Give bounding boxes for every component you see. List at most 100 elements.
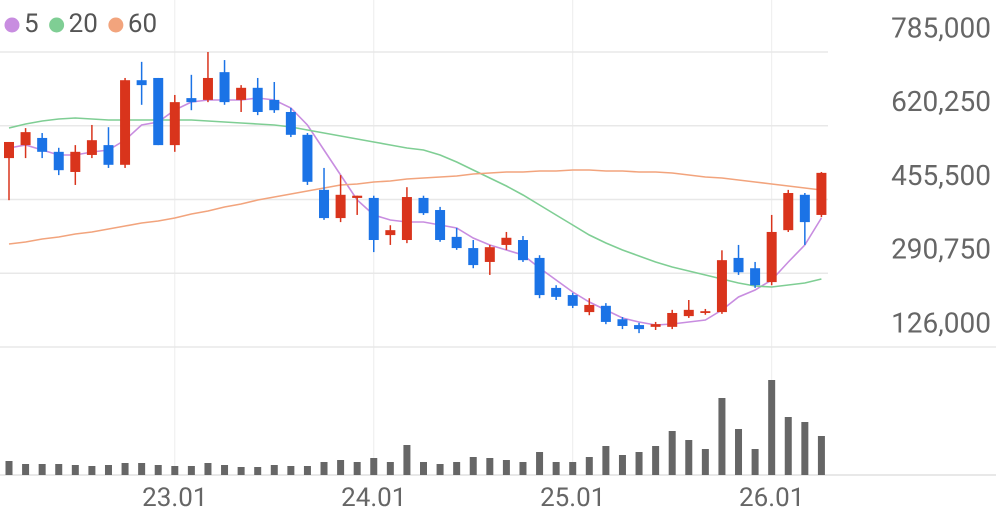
volume-bar [486, 458, 494, 475]
candle-body [70, 151, 81, 172]
candle-body [617, 319, 628, 326]
ma-line [8, 117, 822, 288]
volume-bar [386, 462, 394, 475]
ma-line [8, 169, 822, 245]
candle-body [683, 309, 694, 317]
legend-label: 5 [24, 9, 39, 39]
volume-bar [353, 462, 361, 475]
volume-bar [602, 446, 610, 475]
y-tick-label: 126,000 [891, 306, 991, 339]
volume-bar [254, 467, 262, 475]
volume-bar [751, 449, 759, 475]
volume-bar [420, 462, 427, 475]
x-tick-label: 24.01 [341, 483, 406, 513]
volume-bar [5, 461, 13, 475]
candle-body [551, 287, 562, 297]
y-tick-label: 290,750 [891, 233, 991, 266]
volume-bar [668, 431, 676, 475]
candle-body [37, 137, 48, 152]
volume-bar [817, 436, 825, 475]
volume-bar [71, 465, 79, 475]
volume-bar [303, 466, 311, 475]
volume-bar [22, 464, 30, 475]
candle-body [269, 99, 280, 111]
volume-bar [204, 463, 212, 475]
x-tick-label: 23.01 [142, 483, 207, 513]
candle-body [401, 197, 412, 241]
candle-body [236, 87, 247, 100]
candle-body [650, 324, 661, 327]
candle-body [20, 132, 31, 146]
candle-body [335, 194, 346, 219]
volume-bar [569, 462, 577, 475]
volume-bar [287, 466, 295, 475]
candle-body [584, 304, 595, 313]
volume-bar [237, 467, 245, 475]
volume-bar [536, 452, 544, 475]
volume-bar [618, 455, 626, 475]
candle-body [733, 257, 744, 273]
candle-body [667, 312, 678, 327]
ma-line [8, 97, 823, 326]
volume-bar [221, 465, 229, 475]
legend-marker [49, 17, 65, 33]
y-tick-label: 785,000 [891, 11, 991, 44]
candle-body [600, 305, 611, 322]
volume-bar [38, 464, 46, 475]
volume-bar [171, 466, 179, 475]
candle-body [634, 325, 645, 330]
candle-body [435, 210, 446, 241]
volume-bar [652, 446, 660, 475]
candle-body [285, 111, 296, 135]
candle-body [368, 197, 379, 241]
candle-body [484, 247, 495, 262]
volume-bar [768, 380, 776, 475]
candle-body [319, 189, 330, 219]
candle-body [534, 257, 545, 296]
candle-body [103, 145, 114, 165]
volume-bar [685, 440, 693, 475]
candle-body [252, 87, 263, 112]
volume-bar [370, 458, 378, 475]
candle-body [816, 172, 827, 215]
volume-bar [735, 429, 743, 475]
candle-body [517, 240, 528, 261]
candle-body [136, 80, 147, 86]
x-tick-label: 25.01 [540, 483, 605, 513]
candle-body [468, 248, 479, 266]
y-tick-label: 620,250 [891, 85, 991, 118]
candle-body [451, 236, 462, 249]
volume-bar [801, 422, 809, 475]
volume-bar [585, 457, 593, 475]
volume-bar [270, 465, 278, 475]
candle-body [4, 141, 14, 159]
volume-bar [403, 445, 411, 475]
candle-body [120, 80, 131, 165]
volume-bar [718, 398, 726, 475]
candle-body [750, 268, 761, 286]
volume-bar [121, 463, 129, 475]
candle-body [501, 237, 512, 245]
legend-marker [4, 17, 20, 33]
volume-bar [337, 460, 345, 475]
candle-body [169, 102, 180, 146]
candle-body [700, 311, 711, 313]
volume-bar [138, 463, 146, 475]
volume-bar [784, 417, 792, 475]
candle-body [418, 197, 429, 214]
candle-body [86, 140, 97, 155]
volume-bar [453, 462, 461, 475]
candle-body [385, 230, 396, 236]
legend-label: 60 [128, 9, 157, 39]
candle-body [352, 195, 363, 198]
candle-body [783, 193, 794, 231]
volume-bar [88, 466, 96, 475]
volume-bar [187, 466, 195, 475]
candle-body [153, 77, 164, 146]
volume-bar [552, 462, 560, 475]
volume-bar [519, 462, 527, 475]
candle-body [186, 98, 197, 103]
volume-bar [436, 464, 444, 475]
x-tick-label: 26.01 [739, 483, 804, 513]
